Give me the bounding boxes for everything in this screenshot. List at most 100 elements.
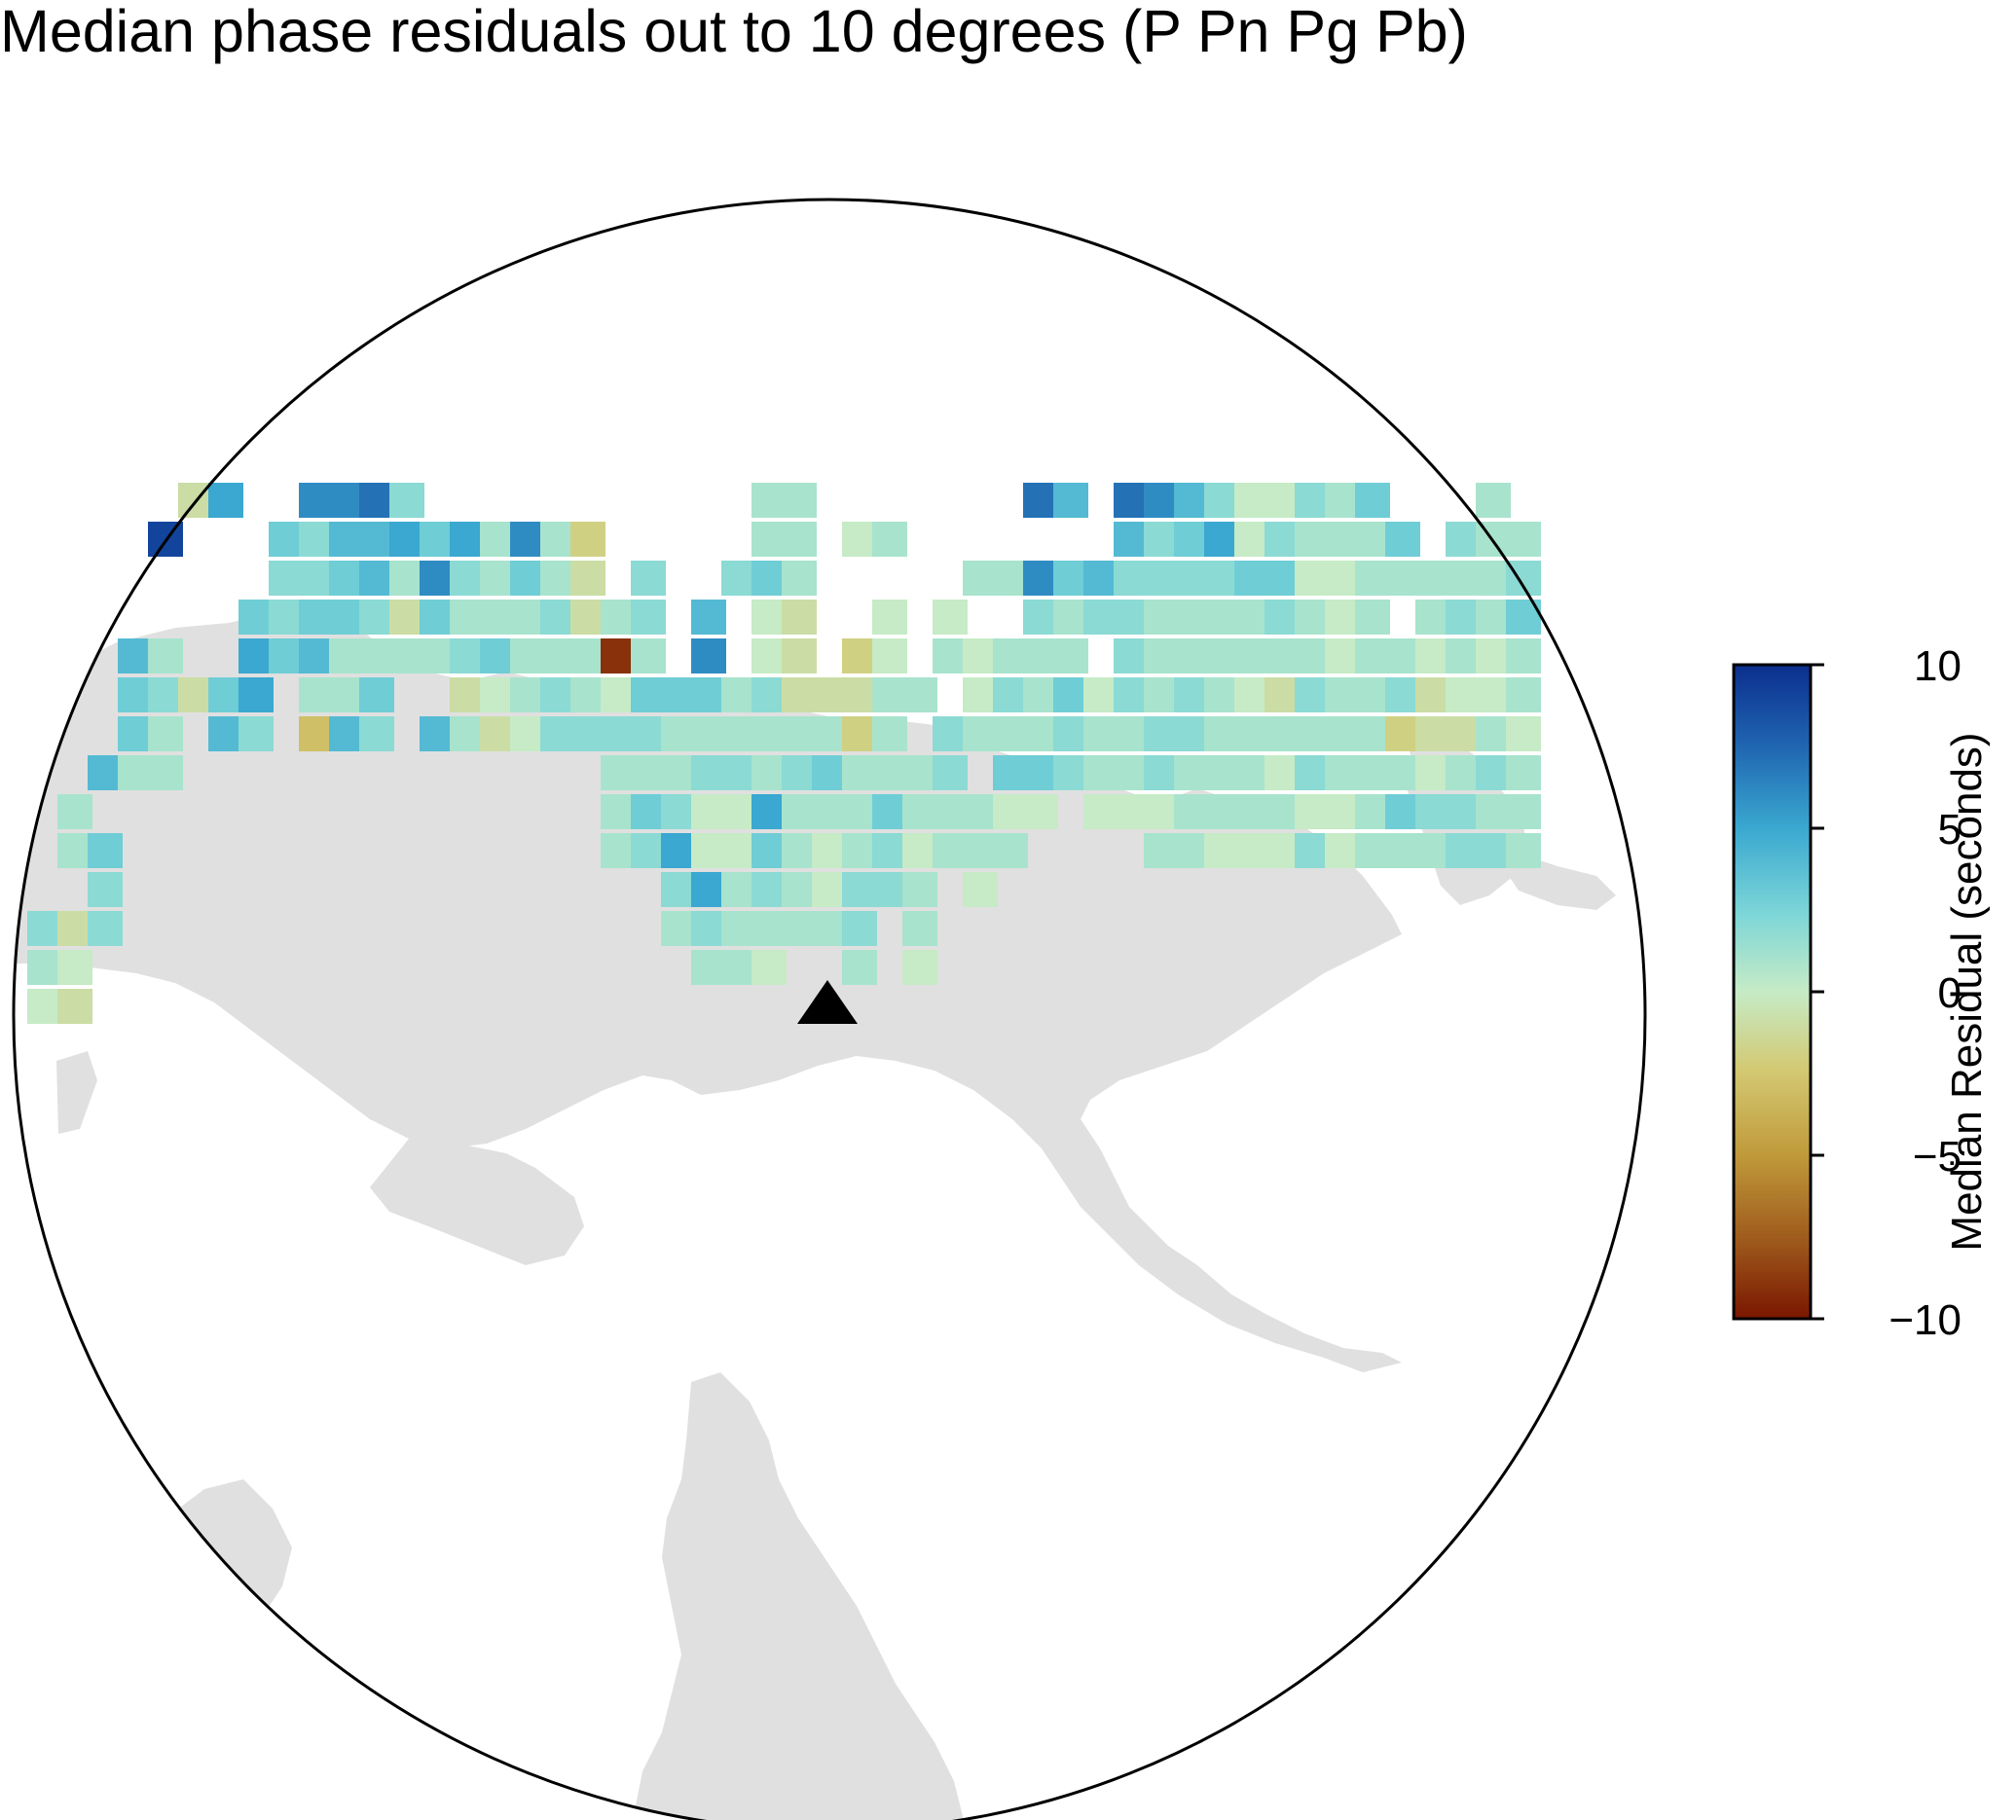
residual-cell xyxy=(751,716,787,751)
triangle-marker-icon[interactable] xyxy=(797,980,858,1024)
residual-cell xyxy=(782,716,817,751)
residual-cell xyxy=(1204,833,1239,868)
residual-cell xyxy=(88,872,123,907)
residual-cell xyxy=(1234,522,1269,557)
residual-cell xyxy=(1325,833,1360,868)
residual-cell xyxy=(510,561,545,596)
residual-cell xyxy=(1144,600,1179,635)
residual-cell xyxy=(510,638,545,673)
residual-cell xyxy=(1204,716,1239,751)
residual-cell xyxy=(782,755,817,790)
residual-cell xyxy=(751,522,787,557)
residual-cell xyxy=(812,755,847,790)
residual-cell xyxy=(993,755,1028,790)
residual-cell xyxy=(1385,716,1420,751)
residual-cell xyxy=(631,600,666,635)
residual-cell xyxy=(872,755,907,790)
residual-cell xyxy=(902,794,937,829)
residual-cell xyxy=(1446,561,1481,596)
land-southern-peninsula xyxy=(633,1372,964,1820)
residual-cell xyxy=(1114,483,1149,518)
residual-cell xyxy=(359,483,394,518)
residual-cell xyxy=(1023,561,1058,596)
residual-cell xyxy=(1114,561,1149,596)
residual-cell xyxy=(299,522,334,557)
residual-cell xyxy=(57,950,92,985)
residual-cell xyxy=(1385,522,1420,557)
residual-cell xyxy=(842,522,877,557)
residual-cell xyxy=(1265,561,1300,596)
residual-cell xyxy=(1295,677,1330,712)
residual-cell xyxy=(601,716,636,751)
residual-cell xyxy=(782,872,817,907)
residual-cell xyxy=(27,950,62,985)
residual-cell xyxy=(842,950,877,985)
residual-cell xyxy=(1083,716,1118,751)
residual-cell xyxy=(872,716,907,751)
residual-cell xyxy=(1325,638,1360,673)
residual-cell xyxy=(1265,716,1300,751)
residual-cell xyxy=(178,677,213,712)
residual-cell xyxy=(1295,755,1330,790)
residual-cell xyxy=(1295,716,1330,751)
residual-cell xyxy=(1446,833,1481,868)
residual-cell xyxy=(359,522,394,557)
residual-cell xyxy=(1053,561,1088,596)
residual-cell xyxy=(1355,638,1390,673)
residual-cell xyxy=(1446,716,1481,751)
residual-cell xyxy=(993,677,1028,712)
residual-cell xyxy=(1023,638,1058,673)
residual-cell xyxy=(721,716,756,751)
residual-cell xyxy=(329,600,364,635)
residual-cell xyxy=(1174,794,1209,829)
residual-cell xyxy=(1234,638,1269,673)
residual-cell xyxy=(812,911,847,946)
residual-cell xyxy=(1114,522,1149,557)
colorbar: 10 5 0 −5 −10 Median Residual (seconds) xyxy=(1732,642,1991,1344)
residual-cell xyxy=(661,716,696,751)
residual-cell xyxy=(751,794,787,829)
residual-cell xyxy=(540,716,575,751)
residual-cell xyxy=(1053,638,1088,673)
residual-cell xyxy=(1295,561,1330,596)
residual-cell xyxy=(902,833,937,868)
residual-cell xyxy=(1415,794,1450,829)
residual-cell xyxy=(1355,677,1390,712)
residual-cell xyxy=(601,755,636,790)
residual-cell xyxy=(1234,483,1269,518)
residual-cell xyxy=(27,989,62,1024)
residual-cell xyxy=(1476,794,1511,829)
residual-cell xyxy=(631,561,666,596)
residual-cell xyxy=(812,872,847,907)
residual-cell xyxy=(1174,677,1209,712)
residual-cell xyxy=(691,716,726,751)
residual-cell xyxy=(148,716,183,751)
residual-cell xyxy=(691,950,726,985)
colorbar-tick-label: −10 xyxy=(1888,1296,1961,1344)
residual-cell xyxy=(902,755,937,790)
residual-cell xyxy=(1144,677,1179,712)
residual-cell xyxy=(1174,833,1209,868)
residual-cell xyxy=(1446,522,1481,557)
residual-cell xyxy=(27,911,62,946)
residual-cell xyxy=(751,483,787,518)
residual-cell xyxy=(480,522,515,557)
residual-cell xyxy=(420,561,455,596)
residual-cell xyxy=(872,638,907,673)
residual-cell xyxy=(721,911,756,946)
residual-cell xyxy=(450,677,485,712)
residual-cell xyxy=(601,794,636,829)
residual-cell xyxy=(389,483,424,518)
residual-cell xyxy=(751,833,787,868)
residual-cell xyxy=(450,561,485,596)
residual-cell xyxy=(359,600,394,635)
residual-cell xyxy=(1144,638,1179,673)
colorbar-label: Median Residual (seconds) xyxy=(1943,732,1991,1251)
residual-cell xyxy=(208,677,243,712)
residual-cell xyxy=(1506,755,1541,790)
residual-cell xyxy=(1385,794,1420,829)
residual-cell xyxy=(933,600,968,635)
residual-cell xyxy=(1355,522,1390,557)
residual-cell xyxy=(842,755,877,790)
